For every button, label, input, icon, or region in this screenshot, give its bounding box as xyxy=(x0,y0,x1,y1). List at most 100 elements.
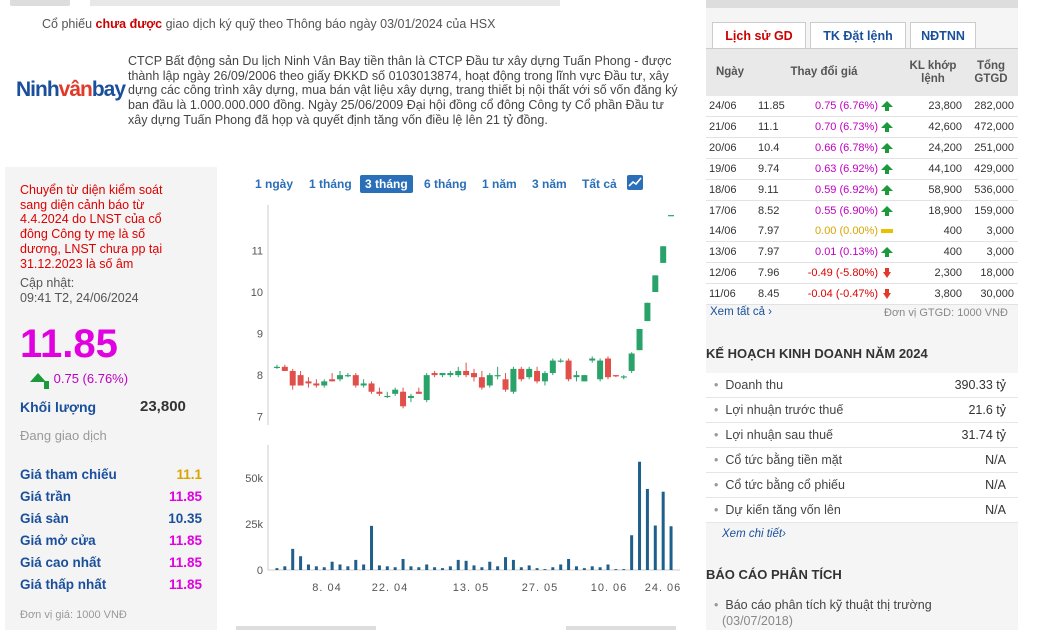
volume-bar xyxy=(330,561,334,570)
volume-bar xyxy=(354,559,358,570)
history-tab[interactable]: Lịch sử GD xyxy=(712,22,806,49)
volume-bar xyxy=(346,566,350,570)
volume-bar xyxy=(638,461,642,570)
company-description: CTCP Bất động sản Du lịch Ninh Vân Bay t… xyxy=(128,54,678,127)
row-value: 472,000 xyxy=(974,120,1014,133)
price-row-label: Giá tham chiếu xyxy=(20,467,117,482)
price-volume-chart[interactable]: 11 10 9 8 7 50k 25k 0 8. 04 22. 04 13. 05 27. 05 10.… xyxy=(225,195,685,605)
volume-bar xyxy=(401,558,405,570)
row-price: 8.52 xyxy=(758,204,780,217)
candle-body xyxy=(494,375,501,377)
history-row: 17/06 8.52 0.55 (6.90%) 18,900 159,000 xyxy=(706,200,1018,222)
candle-body xyxy=(526,368,533,378)
row-date: 24/06 xyxy=(709,100,737,112)
candle-body xyxy=(478,377,485,388)
see-detail-link[interactable]: Xem chi tiết› xyxy=(722,528,786,540)
row-change: 0.59 (6.92%) xyxy=(815,183,878,196)
right-top-bar xyxy=(706,0,1018,8)
plan-row: Dự kiến tăng vốn lên N/A xyxy=(706,498,1018,523)
row-date: 18/06 xyxy=(709,183,737,196)
row-date: 14/06 xyxy=(709,225,737,238)
volume-bar xyxy=(511,559,515,570)
candle-body xyxy=(636,328,643,351)
company-logo: Ninhvânbay xyxy=(16,78,126,101)
candle-body xyxy=(605,358,611,378)
notice-prefix: Cổ phiếu xyxy=(42,17,93,31)
plan-value: N/A xyxy=(985,503,1006,517)
date-tick-label: 24. 06 xyxy=(645,582,682,594)
header-volume: KL khớp lệnh xyxy=(909,60,957,85)
update-label: Cập nhật: xyxy=(20,276,75,290)
volume-bar xyxy=(448,566,452,570)
chart-type-icon[interactable] xyxy=(627,175,643,190)
volume-bar xyxy=(417,567,421,570)
price-change: 0.75 (6.76%) xyxy=(30,371,128,389)
row-price: 9.74 xyxy=(758,162,780,175)
range-tab[interactable]: 3 năm xyxy=(532,177,567,191)
header-date: Ngày xyxy=(715,66,745,78)
plan-label: Cổ tức bằng tiền mặt xyxy=(714,453,842,467)
range-tab[interactable]: Tất cả xyxy=(582,177,617,191)
volume-bar xyxy=(472,565,476,570)
candle-body xyxy=(612,375,619,377)
price-row-label: Giá cao nhất xyxy=(20,555,102,570)
date-tick-label: 13. 05 xyxy=(453,582,490,594)
row-volume: 24,200 xyxy=(928,141,962,154)
history-row: 24/06 11.85 0.75 (6.76%) 23,800 282,000 xyxy=(706,96,1018,117)
volume-bar xyxy=(574,566,578,570)
candle-body xyxy=(447,373,454,376)
down-arrow-icon xyxy=(881,289,893,300)
candle-body xyxy=(628,353,635,371)
candle-body xyxy=(423,375,430,401)
plan-value: 390.33 tỷ xyxy=(954,378,1006,392)
history-row: 20/06 10.4 0.66 (6.78%) 24,200 251,000 xyxy=(706,137,1018,159)
row-volume: 2,300 xyxy=(934,267,962,280)
volume-bar xyxy=(299,556,303,570)
volume-bar xyxy=(314,566,318,570)
row-value: 282,000 xyxy=(974,100,1014,112)
clipped-footer xyxy=(236,622,676,630)
see-all-link[interactable]: Xem tất cả › xyxy=(710,306,772,318)
current-price: 11.85 xyxy=(20,322,118,366)
candle-body xyxy=(344,375,351,377)
range-tab[interactable]: 1 năm xyxy=(482,177,517,191)
notice-suffix: giao dịch ký quỹ theo Thông báo ngày 03/… xyxy=(165,17,496,31)
volume-bar xyxy=(480,567,484,570)
up-arrow-icon xyxy=(881,121,893,132)
range-tab[interactable]: 1 ngày xyxy=(255,177,294,191)
range-tab[interactable]: 6 tháng xyxy=(424,177,467,191)
row-value: 536,000 xyxy=(974,183,1014,196)
history-tab[interactable]: NĐTNN xyxy=(910,22,976,49)
volume-bar xyxy=(614,569,618,570)
volume-bar xyxy=(370,525,374,570)
plan-value: 31.74 tỷ xyxy=(961,428,1006,442)
range-tab[interactable]: 3 tháng xyxy=(360,175,413,193)
notice-highlight: chưa được xyxy=(95,17,163,31)
candle-body xyxy=(305,381,312,384)
candle-body xyxy=(502,379,509,390)
candle-body xyxy=(321,381,328,386)
row-value: 159,000 xyxy=(974,204,1014,217)
price-row-value: 11.85 xyxy=(168,533,202,548)
volume-tick-label: 50k xyxy=(245,473,263,485)
price-row-value: 10.35 xyxy=(168,511,202,526)
price-row-value: 11.85 xyxy=(168,577,202,592)
history-row: 13/06 7.97 0.01 (0.13%) 400 3,000 xyxy=(706,242,1018,264)
volume-bar xyxy=(464,560,468,570)
row-date: 11/06 xyxy=(709,288,736,301)
price-row-value: 11.85 xyxy=(168,555,202,570)
history-row: 14/06 7.97 0.00 (0.00%) 400 3,000 xyxy=(706,221,1018,243)
header-change: Thay đổi giá xyxy=(790,66,858,78)
history-row: 12/06 7.96 -0.49 (-5.80%) 2,300 18,000 xyxy=(706,263,1018,285)
header-title-fragment xyxy=(90,0,560,6)
range-tab[interactable]: 1 tháng xyxy=(309,177,352,191)
row-value: 30,000 xyxy=(980,288,1014,301)
row-date: 21/06 xyxy=(709,120,737,133)
history-tab[interactable]: TK Đặt lệnh xyxy=(810,22,906,49)
update-info: Cập nhật: 09:41 T2, 24/06/2024 xyxy=(20,276,139,306)
report-item-link[interactable]: Báo cáo phân tích kỹ thuật thị trường xyxy=(714,598,931,613)
candle-body xyxy=(352,375,359,386)
candle-body xyxy=(392,389,399,394)
price-row-label: Giá sàn xyxy=(20,511,69,526)
volume-bar xyxy=(433,567,437,570)
